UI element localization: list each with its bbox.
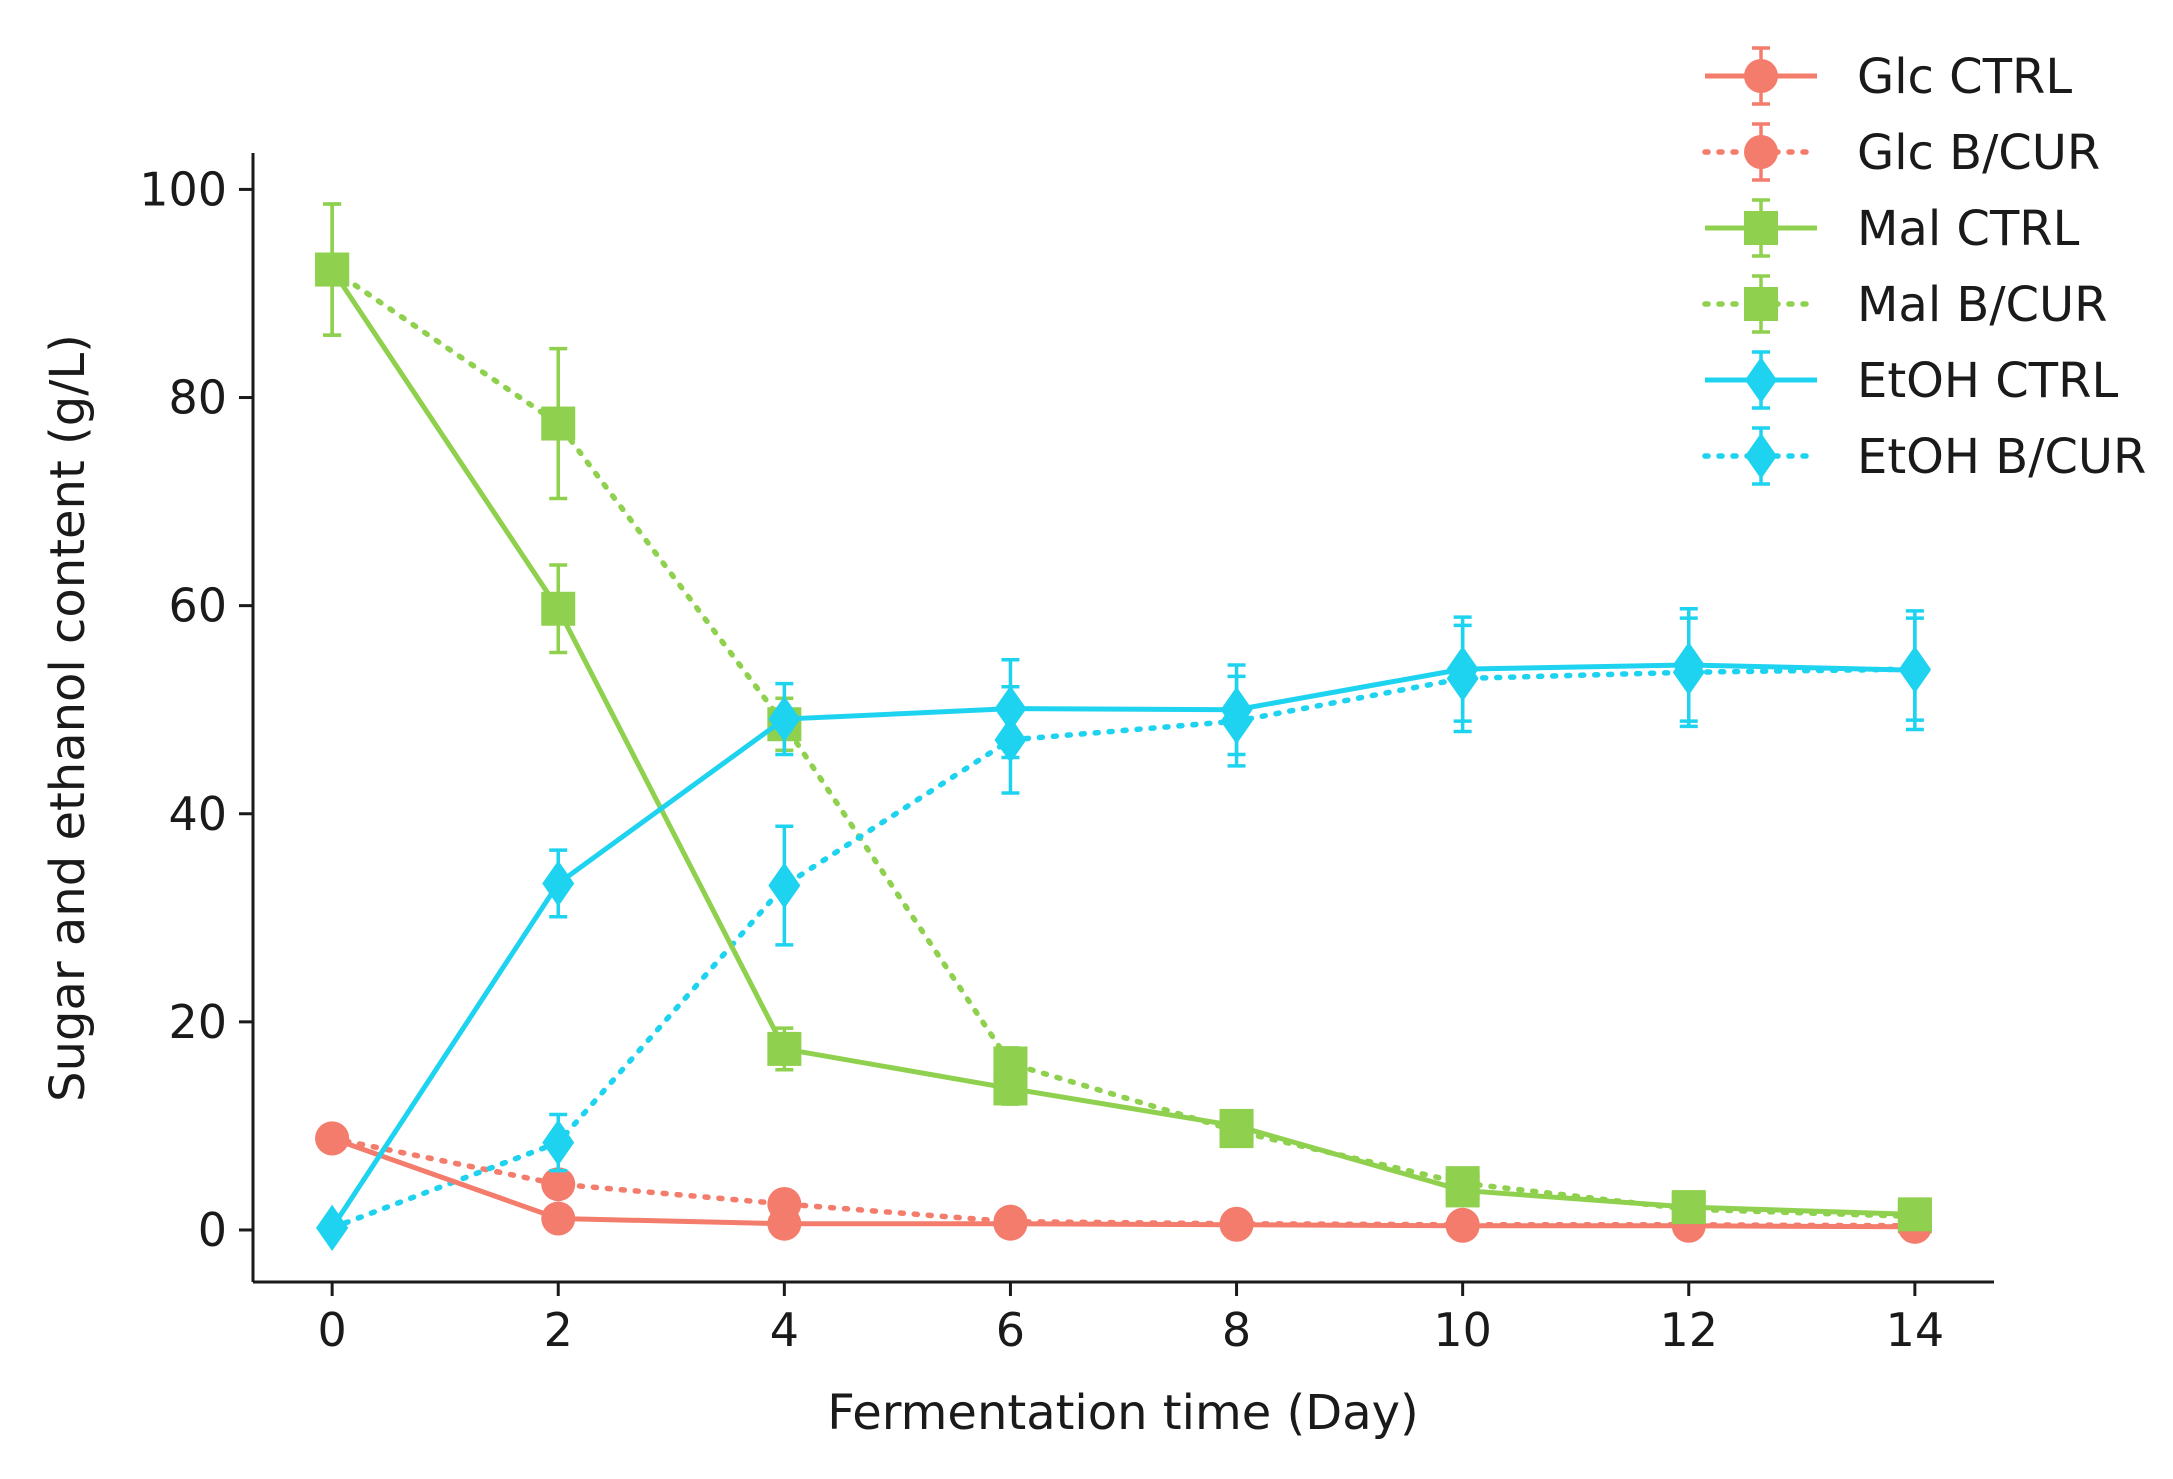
data-point bbox=[1898, 647, 1931, 694]
data-point bbox=[541, 1167, 576, 1202]
legend-marker bbox=[1745, 433, 1777, 479]
series-line-glc-ctrl bbox=[331, 1136, 1915, 1230]
y-tick-label: 0 bbox=[198, 1203, 227, 1257]
x-tick-label: 14 bbox=[1886, 1303, 1945, 1357]
legend-label: Glc CTRL bbox=[1857, 49, 2072, 105]
data-point bbox=[1219, 1207, 1254, 1242]
x-tick-label: 12 bbox=[1659, 1303, 1718, 1357]
data-point bbox=[993, 1071, 1028, 1106]
series-glc-ctrl bbox=[315, 1121, 1932, 1244]
legend-label: Mal B/CUR bbox=[1857, 277, 2108, 333]
series-line-etoh-b-cur bbox=[329, 666, 1918, 1231]
series-line-mal-ctrl bbox=[330, 268, 1915, 1217]
data-point bbox=[541, 591, 576, 626]
y-tick-label: 100 bbox=[139, 162, 227, 216]
data-point bbox=[316, 1204, 349, 1251]
y-tick-label: 80 bbox=[168, 371, 227, 425]
x-tick-label: 0 bbox=[317, 1303, 346, 1357]
data-point bbox=[1446, 646, 1479, 693]
series-etoh-ctrl bbox=[316, 607, 1931, 1251]
data-point bbox=[768, 696, 801, 743]
series-line-etoh-ctrl bbox=[330, 662, 1915, 1230]
data-point bbox=[315, 252, 350, 287]
legend-item-etoh-b-cur: EtOH B/CUR bbox=[1702, 426, 2146, 486]
series-line-mal-b-cur bbox=[329, 266, 1918, 1220]
x-tick-label: 8 bbox=[1222, 1303, 1251, 1357]
series-mal-ctrl bbox=[315, 202, 1932, 1232]
legend-label: Glc B/CUR bbox=[1857, 125, 2100, 181]
data-point bbox=[1445, 1173, 1480, 1208]
x-tick-label: 2 bbox=[544, 1303, 573, 1357]
legend-marker bbox=[1744, 211, 1778, 245]
data-point bbox=[1219, 1108, 1254, 1143]
data-point bbox=[767, 1206, 802, 1241]
data-point bbox=[1445, 1208, 1480, 1243]
x-axis-ticks: 0 2 4 6 8 10 12 14 bbox=[317, 1282, 1944, 1357]
y-tick-label: 60 bbox=[168, 579, 227, 633]
data-point bbox=[315, 1121, 350, 1156]
legend-marker bbox=[1744, 287, 1778, 321]
legend-label: Mal CTRL bbox=[1857, 201, 2080, 257]
legend-label: EtOH CTRL bbox=[1857, 353, 2118, 409]
legend-item-mal-ctrl: Mal CTRL bbox=[1705, 198, 2080, 258]
y-axis-ticks: 0 20 40 60 80 100 bbox=[139, 162, 253, 1257]
data-point bbox=[541, 1201, 576, 1236]
legend-marker bbox=[1744, 59, 1778, 93]
legend-item-glc-b-cur: Glc B/CUR bbox=[1702, 122, 2100, 182]
data-point bbox=[993, 1206, 1028, 1241]
x-tick-label: 6 bbox=[996, 1303, 1025, 1357]
data-point bbox=[1220, 686, 1253, 733]
x-tick-label: 4 bbox=[770, 1303, 799, 1357]
data-point bbox=[767, 1031, 802, 1066]
y-tick-label: 20 bbox=[168, 995, 227, 1049]
x-axis-label: Fermentation time (Day) bbox=[827, 1385, 1419, 1441]
data-point bbox=[542, 860, 575, 907]
legend: Glc CTRL Glc B/CUR Mal CTRL Mal B/CUR EtOH C… bbox=[1702, 46, 2146, 486]
data-point bbox=[1671, 1190, 1706, 1225]
x-tick-label: 10 bbox=[1433, 1303, 1492, 1357]
y-tick-label: 40 bbox=[168, 787, 227, 841]
legend-item-glc-ctrl: Glc CTRL bbox=[1705, 46, 2072, 106]
legend-item-mal-b-cur: Mal B/CUR bbox=[1702, 274, 2108, 334]
data-point bbox=[1672, 641, 1705, 688]
legend-label: EtOH B/CUR bbox=[1857, 429, 2146, 485]
legend-item-etoh-ctrl: EtOH CTRL bbox=[1705, 350, 2118, 410]
legend-marker bbox=[1744, 135, 1778, 169]
data-point bbox=[541, 406, 576, 441]
y-axis-label: Sugar and ethanol content (g/L) bbox=[40, 334, 96, 1102]
data-point bbox=[768, 862, 801, 909]
data-point bbox=[542, 1119, 575, 1166]
data-point bbox=[1897, 1197, 1932, 1232]
plot-area bbox=[315, 202, 1932, 1251]
data-point bbox=[994, 685, 1027, 732]
legend-marker bbox=[1745, 357, 1777, 403]
